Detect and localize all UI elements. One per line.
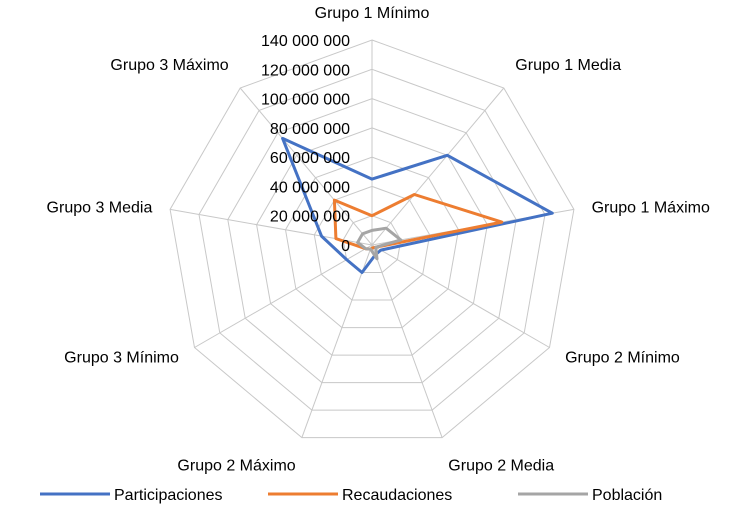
legend-label: Recaudaciones [342, 487, 452, 504]
axis-tick-label: 80 000 000 [270, 121, 350, 138]
radar-grid [169, 39, 575, 439]
grid-ring [313, 185, 431, 301]
grid-ring [227, 98, 517, 384]
legend-label: Participaciones [114, 487, 223, 504]
grid-spoke [371, 244, 550, 348]
category-label: Grupo 1 Máximo [592, 199, 710, 216]
grid-spoke [194, 244, 373, 348]
grid-spoke [371, 87, 505, 246]
axis-tick-label: 20 000 000 [270, 209, 350, 226]
category-label: Grupo 3 Máximo [110, 57, 228, 74]
legend-label: Población [592, 487, 662, 504]
category-label: Grupo 3 Mínimo [64, 350, 179, 367]
axis-tick-label: 0 [341, 238, 350, 255]
grid-ring [169, 39, 575, 439]
radar-series [281, 136, 554, 274]
series-line [281, 136, 554, 274]
grid-spoke [371, 244, 443, 438]
category-labels: Grupo 1 Mínimo Grupo 1 Media Grupo 1 Máxim… [47, 5, 710, 475]
category-label: Grupo 2 Media [448, 458, 554, 475]
category-label: Grupo 1 Mínimo [315, 5, 430, 22]
category-label: Grupo 2 Máximo [177, 458, 295, 475]
series-line [356, 226, 403, 261]
axis-tick-label: 40 000 000 [270, 179, 350, 196]
grid-spoke [301, 244, 373, 438]
axis-tick-label: 140 000 000 [261, 33, 350, 50]
grid-ring [256, 127, 488, 356]
axis-tick-labels: 0 20 000 000 40 000 000 60 000 000 80 000 00… [261, 33, 350, 255]
axis-tick-label: 100 000 000 [261, 92, 350, 109]
grid-spoke [239, 87, 373, 246]
axis-tick-label: 60 000 000 [270, 150, 350, 167]
category-label: Grupo 1 Media [515, 57, 621, 74]
category-label: Grupo 2 Mínimo [565, 350, 680, 367]
grid-ring [342, 215, 402, 273]
axis-tick-label: 120 000 000 [261, 62, 350, 79]
legend: Participaciones Recaudaciones Población [40, 487, 662, 504]
grid-ring [198, 68, 546, 411]
category-label: Grupo 3 Media [47, 199, 153, 216]
